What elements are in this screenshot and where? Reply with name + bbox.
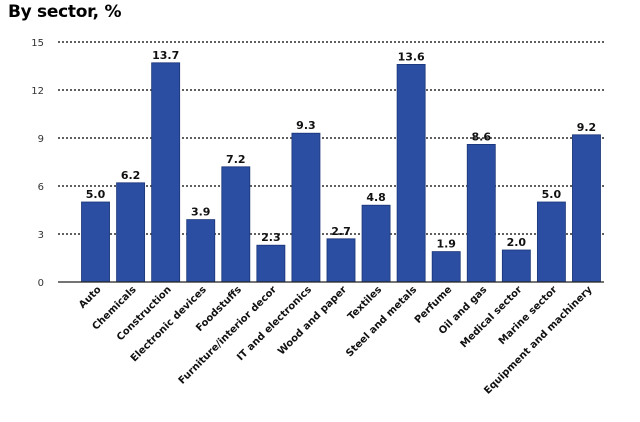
category-label-0: Auto <box>77 284 104 311</box>
bar-12 <box>501 249 531 283</box>
category-label-9: Steel and metals <box>344 284 419 359</box>
y-tick-label-3: 9 <box>38 134 44 145</box>
bar-7 <box>326 238 356 283</box>
bar-0 <box>81 201 110 283</box>
y-tick-label-4: 12 <box>31 86 44 97</box>
y-tick-label-2: 6 <box>38 182 44 193</box>
bar-5 <box>256 244 286 283</box>
value-label-4: 7.2 <box>226 153 246 166</box>
value-label-9: 13.6 <box>398 50 425 63</box>
category-label-12: Medical sector <box>459 284 525 350</box>
bar-10 <box>431 251 461 283</box>
y-tick-label-0: 0 <box>38 278 44 289</box>
bar-1 <box>116 182 146 283</box>
value-label-12: 2.0 <box>507 236 527 249</box>
bar-2 <box>151 62 181 283</box>
value-label-1: 6.2 <box>121 169 141 182</box>
bar-9 <box>396 64 426 283</box>
value-label-13: 5.0 <box>542 188 562 201</box>
value-label-5: 2.3 <box>261 231 281 244</box>
value-label-11: 8.6 <box>472 130 492 143</box>
bar-3 <box>186 219 216 283</box>
bar-14 <box>572 134 601 283</box>
bar-13 <box>536 201 566 283</box>
value-label-0: 5.0 <box>86 188 106 201</box>
value-label-10: 1.9 <box>436 238 456 251</box>
bar-8 <box>361 204 391 283</box>
bar-4 <box>221 166 251 283</box>
value-labels: 5.0 6.2 13.7 3.9 7.2 2.3 9.3 2.7 4.8 13.6 1.9 8.6 2.… <box>86 49 596 251</box>
value-label-14: 9.2 <box>577 121 597 134</box>
value-label-8: 4.8 <box>366 191 386 204</box>
category-label-7: Wood and paper <box>276 284 349 357</box>
y-tick-labels: 0 3 6 9 12 15 <box>31 38 44 289</box>
grid-lines <box>58 41 604 235</box>
chart-title: By sector, % <box>8 2 122 22</box>
bar-11 <box>466 143 496 283</box>
y-tick-label-5: 15 <box>31 38 44 49</box>
value-label-3: 3.9 <box>191 206 211 219</box>
bar-6 <box>291 132 321 283</box>
y-tick-label-1: 3 <box>38 230 44 241</box>
value-label-2: 13.7 <box>152 49 179 62</box>
value-label-6: 9.3 <box>296 119 316 132</box>
value-label-7: 2.7 <box>331 225 351 238</box>
bars <box>81 62 601 283</box>
